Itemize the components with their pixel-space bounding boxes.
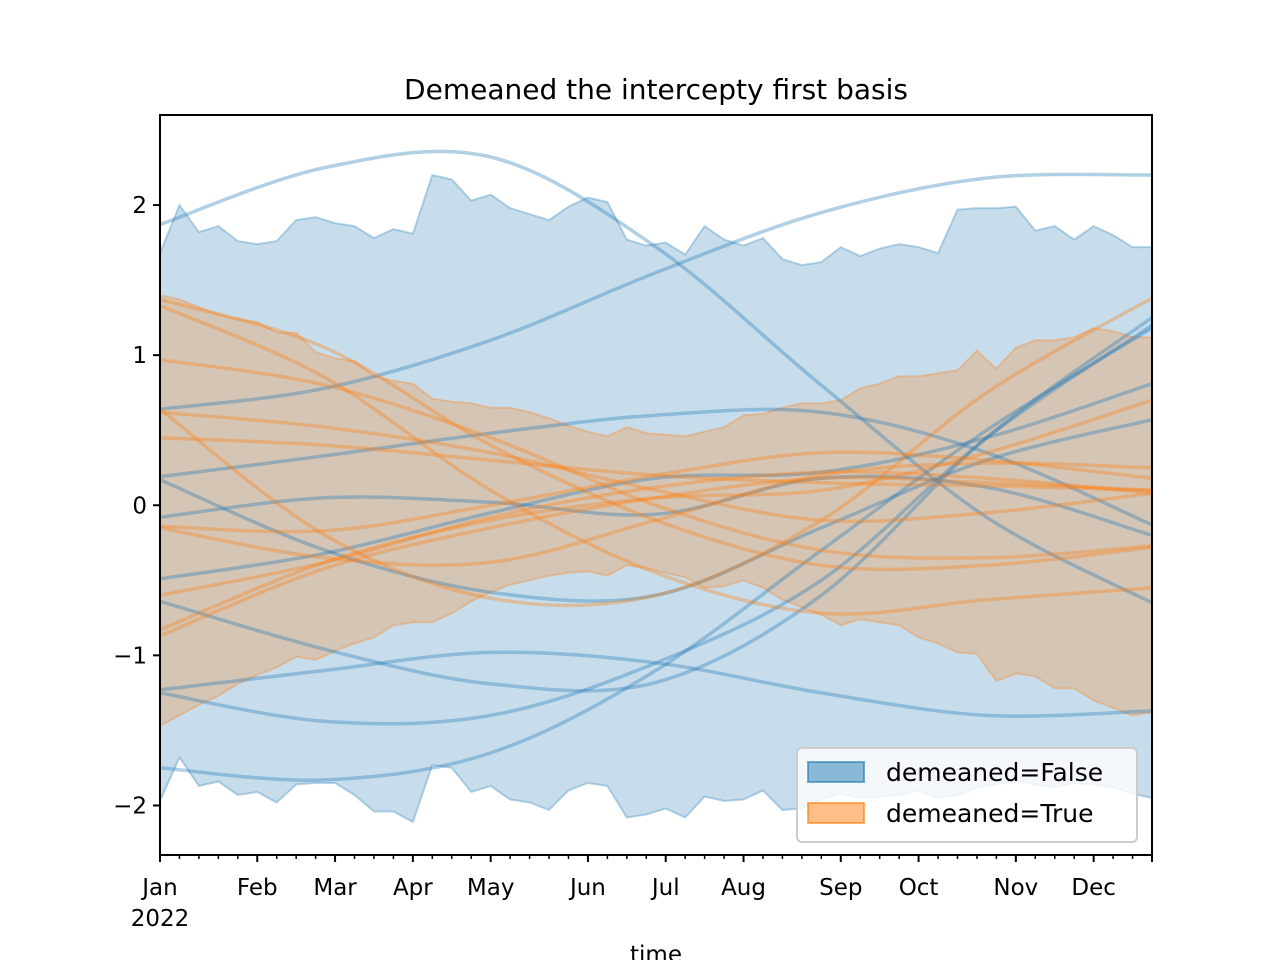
curve-demeaned-true-10 <box>160 297 1152 572</box>
x-tick-label: May <box>467 875 515 901</box>
curve-demeaned-true-20 <box>160 461 1152 567</box>
y-axis: 2 1 0 −1 −2 <box>113 193 160 819</box>
curve-demeaned-true-14 <box>160 435 1152 493</box>
curve-demeaned-true-16 <box>160 450 1152 534</box>
x-tick-label: Dec <box>1071 875 1116 901</box>
legend-box <box>796 747 1138 843</box>
x-tick-label: Jul <box>650 875 680 901</box>
curve-demeaned-false-6 <box>160 316 1152 693</box>
curve-demeaned-false-9 <box>160 326 1152 782</box>
x-tick-label: Feb <box>237 875 278 901</box>
band-demeaned-false <box>160 173 1152 824</box>
curve-demeaned-true-11 <box>160 303 1152 616</box>
y-tick-label: −1 <box>113 643 147 669</box>
y-tick-label: −2 <box>113 793 147 819</box>
x-tick-label: Apr <box>393 875 433 901</box>
x-axis: Jan 2022 Feb Mar Apr May Jun Jul Aug Sep Oct Nov Dec <box>131 855 1153 932</box>
curve-demeaned-false-8 <box>160 323 1152 726</box>
x-tick-label: Mar <box>313 875 357 901</box>
curve-demeaned-false-3 <box>160 474 1152 537</box>
legend: demeaned=False demeaned=True <box>796 747 1138 843</box>
bands-layer <box>160 173 1152 824</box>
x-tick-label: Oct <box>899 875 939 901</box>
curve-demeaned-true-12 <box>160 357 1152 560</box>
x-axis-label: time <box>630 942 682 960</box>
curve-demeaned-false-5 <box>160 382 1152 581</box>
legend-swatch-demeaned-true <box>807 802 865 824</box>
y-tick-label: 1 <box>132 343 147 369</box>
curves-layer <box>160 149 1152 782</box>
x-tick-label: Nov <box>993 875 1038 901</box>
band-demeaned-true <box>160 294 1152 728</box>
curve-demeaned-true-13 <box>160 410 1152 524</box>
curve-demeaned-false-0 <box>160 149 1152 605</box>
x-tick-sublabel: 2022 <box>131 906 190 932</box>
chart-title: Demeaned the intercepty first basis <box>404 73 908 106</box>
curve-demeaned-true-15 <box>160 296 1152 608</box>
x-tick-label: Aug <box>721 875 766 901</box>
x-tick-label: Jun <box>568 875 606 901</box>
curve-demeaned-false-7 <box>160 650 1152 718</box>
legend-label-demeaned-false: demeaned=False <box>886 758 1103 787</box>
x-tick-label: Sep <box>819 875 862 901</box>
x-tick-label: Jan <box>140 875 177 901</box>
curve-demeaned-false-1 <box>160 172 1152 411</box>
legend-label-demeaned-true: demeaned=True <box>886 799 1093 828</box>
curve-demeaned-true-18 <box>160 398 1152 632</box>
curve-demeaned-false-4 <box>160 418 1152 603</box>
curve-demeaned-true-19 <box>160 475 1152 638</box>
curve-demeaned-true-17 <box>160 470 1152 598</box>
legend-swatch-demeaned-false <box>807 761 865 783</box>
y-tick-label: 2 <box>132 193 147 219</box>
y-tick-label: 0 <box>132 493 147 519</box>
plot-frame <box>159 114 1153 856</box>
curve-demeaned-false-2 <box>160 407 1152 527</box>
